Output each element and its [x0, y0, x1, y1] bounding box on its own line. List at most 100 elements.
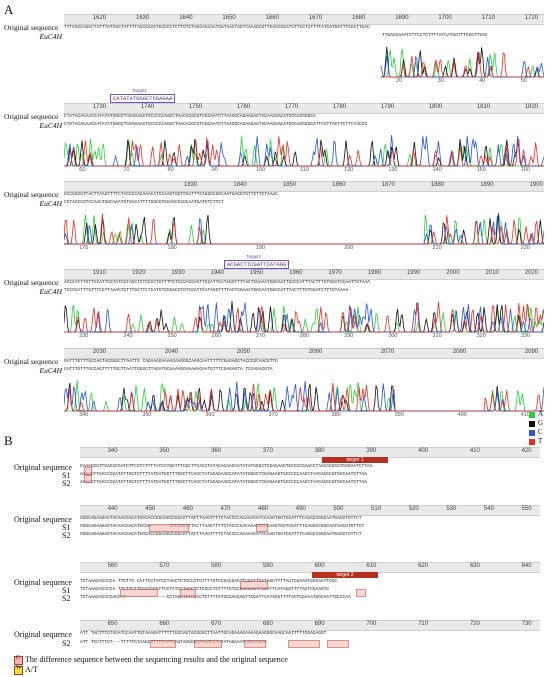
- position-ruler: 1830 1840 1850 1860 1870 1880 1890 1900: [64, 181, 544, 192]
- chromatogram-trace-G: [64, 214, 544, 245]
- trace-position-label: 150: [476, 167, 486, 173]
- chromatogram: [64, 135, 544, 167]
- ruler-tick-label: 690: [314, 621, 325, 627]
- trace-position-label: 330: [520, 333, 530, 339]
- s2-sequence-text: TCTAAACACCCCACCTT---------------CCTAGCTC…: [80, 595, 351, 600]
- trace-position-label: 140: [432, 167, 442, 173]
- ruler-tick-label: 380: [314, 448, 325, 454]
- chromatogram: [64, 301, 544, 333]
- ruler-tick-label: 710: [418, 621, 429, 627]
- s1-sequence-text: AAGCGTTGACCCGATCTTCCTCTTTTATCATGGTTTCGCT…: [80, 472, 367, 477]
- sample-label: EuC4H: [39, 121, 63, 130]
- trace-position-label: 130: [388, 167, 398, 173]
- trace-position-label: 190: [255, 245, 266, 251]
- ruler-tick-label: 1680: [352, 15, 366, 21]
- difference-highlight: [356, 589, 366, 597]
- difference-highlight: [84, 475, 92, 483]
- ruler-tick-label: 460: [182, 506, 193, 512]
- trace-position-label: 300: [388, 333, 398, 339]
- ruler-tick-label: 640: [521, 563, 532, 569]
- trace-position-label: 180: [167, 245, 177, 251]
- legend-swatch-letter: C: [16, 655, 21, 661]
- ruler-tick-label: 1670: [308, 15, 323, 21]
- trace-position-label: 100: [255, 167, 266, 173]
- ruler-tick-label: 540: [483, 506, 494, 512]
- trace-position-label: 170: [79, 245, 89, 251]
- trace-position-label: 260: [211, 333, 221, 339]
- sample-sequence-text: CCTACCCCTCCAACTGGCAAATGTGACATTTTGGCGTGGA…: [64, 200, 224, 205]
- sample-sequence-text: CATTTGTTTGCCAGTTTTTGCTTAATTGGGCTTAGATGCA…: [64, 367, 273, 372]
- original-sequence-label: Original sequence: [4, 23, 59, 32]
- trace-position-label: 120: [344, 167, 354, 173]
- ruler-tick-label: 580: [211, 563, 222, 569]
- original-sequence-label: Original sequence: [14, 630, 72, 639]
- trace-position-label: 380: [331, 412, 341, 418]
- ruler-tick-label: 620: [418, 563, 429, 569]
- ruler-tick-label: 1700: [438, 15, 452, 21]
- ruler-tick-label: 2040: [164, 349, 179, 355]
- trace-position-label: 90: [211, 167, 218, 173]
- ruler-tick-label: 2000: [446, 270, 460, 276]
- ruler-tick-label: 660: [159, 621, 170, 627]
- trace-position-label: 400: [457, 412, 467, 418]
- chromatogram-trace-C: [64, 216, 544, 245]
- ruler-tick-label: 1760: [236, 104, 251, 110]
- sample-sequence-text: TCCCCATTTGTTTCGTTAAACTCTTTGCTTCTCATGTCGC…: [64, 288, 349, 293]
- s2-label: S2: [62, 531, 71, 540]
- base-swatch-a: [529, 412, 535, 418]
- original-sequence-text: CAAAGCGTTGACCCGATCTTCCTCTTTTATCATGGTTTCG…: [80, 464, 373, 469]
- panel-a-letter: A: [4, 2, 14, 17]
- ruler-tick-label: 490: [295, 506, 306, 512]
- ruler-tick-label: 1650: [222, 15, 236, 21]
- s1-sequence-text: TCTAAACACCCCA TTCTTCTTCCATCCATTCCTATCCTA…: [80, 587, 330, 592]
- original-sequence-label: Original sequence: [4, 112, 59, 121]
- ruler-tick-label: 1950: [249, 270, 264, 276]
- trace-position-label: 340: [79, 412, 89, 418]
- trace-position-label: 310: [432, 333, 442, 339]
- original-sequence-label: Original sequence: [14, 515, 72, 524]
- difference-highlight: [194, 640, 222, 648]
- original-sequence-text: TCTAAACACCCCA TTCTTC CATTCCTATCCTAGCTCTC…: [80, 579, 338, 584]
- ruler-tick-label: 610: [366, 563, 377, 569]
- trace-position-label: 80: [167, 167, 174, 173]
- ruler-tick-label: 570: [159, 563, 170, 569]
- ruler-tick-label: 1980: [367, 270, 382, 276]
- ruler-tick-label: 520: [408, 506, 419, 512]
- legend-text: A/T: [25, 665, 38, 674]
- ruler-tick-label: 1840: [233, 182, 247, 188]
- trace-position-label: 210: [432, 245, 442, 251]
- chromatogram-trace-T: [64, 136, 544, 167]
- chromatogram-trace-C: [380, 55, 544, 78]
- ruler-tick-label: 1790: [380, 104, 395, 110]
- ruler-tick-label: 2090: [524, 349, 539, 355]
- ruler-tick-label: 420: [521, 448, 532, 454]
- ruler-tick-label: 1910: [92, 270, 107, 276]
- original-sequence-text: CTATACACAACCATATATGGGCTCGAGAAGTGCCCCCAAC…: [64, 114, 316, 119]
- ruler-tick-label: 1710: [481, 15, 495, 21]
- trace-position-label: 410: [520, 412, 530, 418]
- target-bar: target 2: [312, 572, 378, 578]
- base-label-c: C: [538, 428, 543, 436]
- chromatogram-trace-T: [64, 301, 544, 333]
- chromatogram-trace-T: [380, 52, 544, 78]
- ruler-tick-label: 1750: [188, 104, 203, 110]
- target-name-label: Target1: [132, 88, 148, 93]
- base-swatch-t: [529, 439, 535, 445]
- ruler-tick-label: 680: [262, 621, 273, 627]
- difference-highlight: [256, 524, 268, 532]
- target-name-label: Target2: [246, 254, 262, 259]
- ruler-tick-label: 1620: [92, 15, 107, 21]
- ruler-tick-label: 480: [258, 506, 269, 512]
- base-swatch-g: [529, 421, 535, 427]
- trace-position-label: 200: [344, 245, 354, 251]
- ruler-tick-label: 720: [469, 621, 480, 627]
- difference-highlight: [240, 581, 268, 589]
- ruler-tick-label: 650: [107, 621, 118, 627]
- trace-position-label: 320: [476, 333, 486, 339]
- trace-position-label: 220: [520, 245, 530, 251]
- position-ruler: 340 350 360 370 380 390 400 410 420: [80, 447, 540, 458]
- ruler-tick-label: 1880: [430, 182, 445, 188]
- target-sequence-box: ACGACTTCGATTCATAGG: [224, 260, 290, 269]
- chromatogram-trace-T: [64, 213, 544, 245]
- ruler-tick-label: 1960: [289, 270, 303, 276]
